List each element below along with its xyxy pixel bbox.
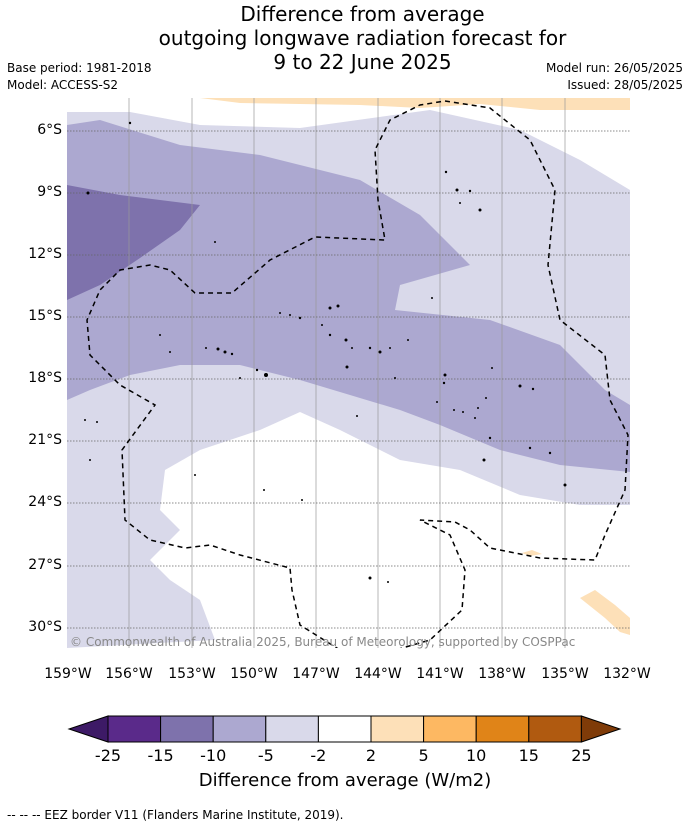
lon-label: 150°W [230, 666, 278, 682]
anomaly-fill [67, 98, 630, 648]
title-line-3: 9 to 22 June 2025 [273, 50, 452, 74]
colorbar-seg-7 [423, 715, 477, 743]
lon-label: 147°W [292, 666, 340, 682]
colorbar-low-extend [67, 715, 109, 743]
lat-label: 9°S [37, 184, 62, 200]
map-title: Difference from average outgoing longwav… [0, 2, 690, 74]
band-plus2-top [200, 98, 630, 110]
colorbar-seg-5 [317, 715, 372, 743]
colorbar-seg-9 [528, 715, 582, 743]
meta-right: Model run: 26/05/2025 Issued: 28/05/2025 [546, 60, 683, 94]
issued-date: Issued: 28/05/2025 [567, 78, 683, 92]
lon-label: 141°W [416, 666, 464, 682]
eez-border-east [86, 100, 629, 648]
lon-label: 153°W [168, 666, 216, 682]
colorbar-tick: -2 [310, 746, 327, 765]
lat-label: 15°S [28, 308, 62, 324]
band-minus5 [67, 120, 630, 472]
copyright-text: © Commonwealth of Australia 2025, Bureau… [70, 635, 575, 649]
colorbar-seg-2 [160, 715, 214, 743]
lon-label: 144°W [354, 666, 402, 682]
colorbar-tick: 5 [418, 746, 429, 765]
base-period: Base period: 1981-2018 [7, 61, 152, 75]
colorbar-tick: 15 [518, 746, 539, 765]
eez-legend: -- -- -- EEZ border V11 (Flanders Marine… [7, 808, 344, 822]
lat-label: 6°S [37, 122, 62, 138]
lon-label: 138°W [478, 666, 526, 682]
islands [84, 121, 567, 583]
colorbar-label: Difference from average (W/m2) [198, 770, 492, 791]
title-line-1: Difference from average [240, 2, 485, 26]
colorbar-tick: 10 [466, 746, 487, 765]
lon-label: 135°W [541, 666, 589, 682]
colorbar-tick: -5 [257, 746, 274, 765]
colorbar-tick: -15 [147, 746, 174, 765]
model-name: Model: ACCESS-S2 [7, 78, 119, 92]
colorbar-tick: -10 [200, 746, 227, 765]
band-plus2-southeast [580, 590, 630, 635]
lon-label: 159°W [44, 666, 92, 682]
colorbar-seg-4 [265, 715, 319, 743]
colorbar-high-extend [580, 715, 622, 743]
lat-label: 18°S [28, 370, 62, 386]
lat-lines [67, 130, 630, 629]
colorbar-seg-1 [107, 715, 162, 743]
title-line-2: outgoing longwave radiation forecast for [158, 26, 567, 50]
lat-label: 27°S [28, 557, 62, 573]
colorbar-seg-6 [370, 715, 425, 743]
colorbar-seg-3 [212, 715, 267, 743]
colorbar-tick: -25 [94, 746, 122, 765]
colorbar-seg-8 [475, 715, 530, 743]
graticule [128, 98, 566, 648]
lat-label: 12°S [28, 246, 62, 262]
lat-label: 24°S [28, 494, 62, 510]
band-minus10 [67, 185, 200, 300]
lat-label: 21°S [28, 432, 62, 448]
meta-left: Base period: 1981-2018 Model: ACCESS-S2 [7, 60, 152, 94]
colorbar [67, 715, 622, 743]
lon-label: 132°W [603, 666, 651, 682]
lon-label: 156°W [105, 666, 153, 682]
colorbar-tick: 2 [365, 746, 377, 765]
band-plus2-small [522, 550, 542, 556]
lat-label: 30°S [28, 619, 62, 635]
colorbar-tick: 25 [571, 746, 592, 765]
model-run: Model run: 26/05/2025 [545, 61, 683, 75]
